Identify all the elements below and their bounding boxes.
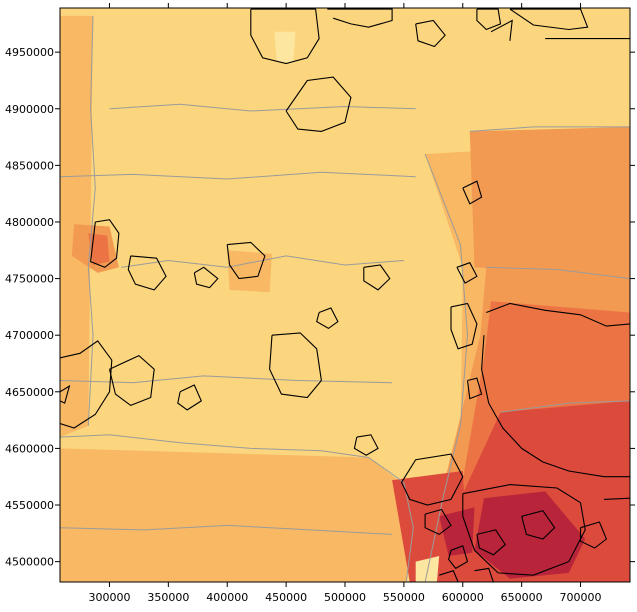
y-tick-label: 4600000: [5, 442, 54, 455]
filled-contour-regions: [60, 9, 630, 582]
y-tick-label: 4500000: [5, 556, 54, 569]
contour-region-1: [60, 448, 416, 582]
minor-contour-8: [60, 171, 416, 180]
x-axis: 300000 350000 400000 450000 500000 550000 6000…: [88, 3, 602, 604]
major-contour-4: [127, 255, 167, 291]
major-contour-16: [415, 19, 446, 48]
y-tick-label: 4950000: [5, 46, 54, 59]
x-tick-label: 400000: [206, 591, 248, 604]
major-contour-35: [579, 521, 608, 549]
contour-region-11: [88, 233, 110, 265]
major-contour-11: [353, 434, 379, 456]
y-tick-label: 4550000: [5, 499, 54, 512]
major-contour-36: [604, 497, 630, 500]
major-contour-9: [269, 332, 322, 399]
x-tick-label: 350000: [147, 591, 189, 604]
minor-contour-10: [109, 103, 416, 112]
major-contour-27: [401, 453, 464, 506]
minor-contour-2: [424, 153, 469, 582]
y-tick-label: 4700000: [5, 329, 54, 342]
y-tick-label: 4900000: [5, 103, 54, 116]
major-contour-30: [447, 545, 469, 570]
contour-region-4: [469, 126, 630, 279]
major-contour-5: [193, 266, 219, 289]
major-contour-10: [363, 264, 391, 291]
x-tick-label: 650000: [501, 591, 543, 604]
major-contour-22: [456, 262, 478, 284]
major-contour-20: [490, 19, 513, 41]
y-axis: 4500000 4550000 4600000 4650000 4700000 47500…: [5, 46, 635, 569]
contour-region-15: [274, 31, 296, 64]
x-tick-label: 700000: [560, 591, 602, 604]
x-tick-label: 300000: [88, 591, 130, 604]
minor-contour-0: [60, 434, 414, 582]
minor-contour-9: [121, 255, 404, 268]
major-contour-3: [177, 384, 202, 411]
y-tick-label: 4850000: [5, 159, 54, 172]
major-contour-31: [476, 529, 506, 556]
y-tick-label: 4650000: [5, 386, 54, 399]
major-contour-8: [226, 241, 266, 280]
minor-contour-4: [486, 266, 630, 280]
minor-contour-7: [60, 375, 393, 384]
contour-region-13: [130, 556, 175, 582]
major-contour-34: [474, 567, 494, 582]
major-contour-21: [462, 180, 483, 205]
major-contour-25: [486, 302, 630, 327]
major-contour-17: [476, 8, 502, 31]
major-contour-lines: [60, 8, 630, 582]
x-tick-label: 450000: [265, 591, 307, 604]
major-contour-23: [450, 302, 478, 350]
major-contour-33: [439, 570, 459, 582]
major-contour-24: [466, 377, 483, 400]
major-contour-32: [521, 510, 556, 540]
y-tick-label: 4750000: [5, 273, 54, 286]
y-tick-label: 4800000: [5, 216, 54, 229]
major-contour-15: [327, 8, 393, 28]
minor-contour-5: [500, 400, 630, 413]
major-contour-14: [285, 76, 352, 132]
x-tick-label: 500000: [324, 591, 366, 604]
major-contour-13: [250, 8, 320, 65]
minor-contour-lines: [60, 15, 630, 582]
major-contour-28: [462, 484, 586, 576]
major-contour-1: [60, 384, 71, 404]
major-contour-29: [424, 508, 452, 536]
major-contour-2: [108, 354, 155, 407]
major-contour-12: [316, 307, 339, 330]
x-tick-label: 600000: [442, 591, 484, 604]
major-contour-26: [481, 335, 630, 478]
x-tick-label: 550000: [383, 591, 425, 604]
minor-contour-3: [469, 126, 630, 132]
minor-contour-6: [60, 524, 393, 535]
major-contour-18: [509, 8, 589, 31]
minor-contour-1: [87, 15, 96, 426]
major-contour-6: [90, 219, 120, 268]
